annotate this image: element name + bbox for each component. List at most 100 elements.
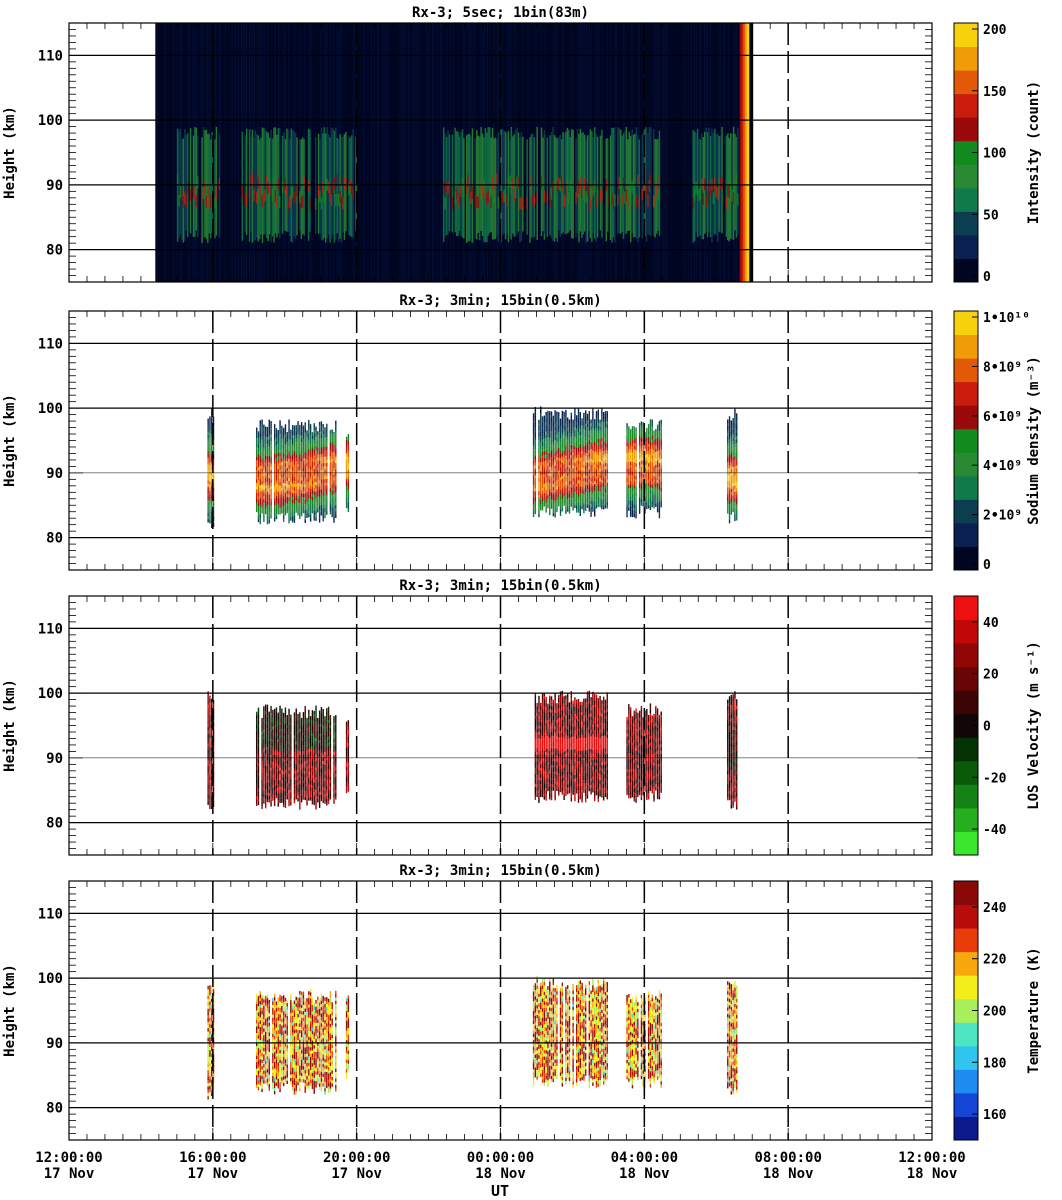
data-cell (629, 484, 632, 488)
data-cell (736, 442, 738, 446)
signal-peak (532, 192, 534, 205)
data-cell (282, 440, 285, 445)
data-cell (572, 484, 574, 488)
data-cell (304, 454, 306, 459)
data-cell (651, 442, 653, 446)
data-cell (263, 473, 265, 477)
data-cell (277, 488, 279, 492)
data-cell (550, 482, 553, 487)
data-cell (595, 469, 598, 473)
data-cell (547, 420, 549, 425)
data-cell (635, 427, 637, 432)
data-cell (293, 464, 296, 468)
data-cell (565, 435, 567, 440)
data-cell (315, 478, 317, 483)
data-cell (266, 482, 269, 486)
data-cell (730, 481, 733, 486)
noise-streak (690, 23, 692, 282)
data-cell (586, 494, 589, 499)
data-cell (293, 496, 296, 501)
data-cell (207, 710, 209, 715)
signal-peak (487, 190, 490, 203)
data-cell (570, 464, 573, 468)
data-cell (257, 515, 260, 520)
data-cell (658, 498, 661, 503)
data-cell (257, 720, 260, 725)
data-cell (304, 512, 306, 517)
data-cell (601, 469, 603, 474)
data-cell (207, 418, 209, 423)
data-cell (567, 440, 569, 444)
data-cell (266, 517, 269, 522)
data-cell (281, 432, 283, 436)
noise-streak (237, 23, 239, 282)
noise-streak (535, 23, 537, 282)
signal-peak (595, 194, 597, 207)
data-cell (563, 453, 565, 458)
data-cell (273, 712, 276, 716)
data-cell (599, 477, 601, 482)
data-cell (734, 501, 736, 505)
data-cell (559, 512, 562, 517)
data-cell (552, 441, 555, 446)
data-cell (297, 440, 299, 445)
data-cell (633, 510, 635, 515)
data-cell (277, 754, 279, 759)
data-cell (590, 497, 592, 501)
data-cell (335, 433, 337, 438)
data-cell (631, 513, 634, 518)
data-cell (588, 501, 590, 506)
data-cell (266, 472, 269, 476)
data-cell (211, 469, 213, 473)
data-cell (261, 721, 263, 725)
data-cell (317, 489, 319, 494)
data-cell (543, 464, 546, 468)
data-cell (324, 443, 326, 447)
signal-peak (533, 194, 536, 207)
data-cell (335, 423, 337, 428)
data-cell (532, 461, 535, 466)
signal-column (451, 134, 454, 233)
data-cell (633, 458, 635, 463)
data-cell (599, 490, 601, 495)
data-cell (300, 496, 303, 501)
data-cell (597, 419, 599, 423)
data-cell (646, 495, 648, 500)
data-cell (727, 490, 729, 495)
data-cell (647, 449, 650, 454)
data-cell (649, 464, 652, 469)
data-cell (275, 460, 278, 465)
data-cell (320, 479, 323, 484)
data-cell (326, 498, 328, 502)
data-cell (549, 453, 551, 457)
data-cell (586, 449, 589, 453)
data-cell (649, 506, 652, 511)
data-cell (335, 501, 337, 506)
signal-peak (575, 191, 577, 204)
signal-peak (641, 188, 643, 201)
data-cell (538, 471, 540, 476)
data-cell (602, 480, 605, 484)
data-cell (270, 773, 272, 778)
data-cell (556, 466, 558, 471)
data-cell (288, 461, 290, 466)
data-cell (263, 502, 265, 506)
data-cell (541, 468, 544, 472)
data-cell (601, 486, 603, 490)
data-cell (586, 436, 589, 440)
data-cell (320, 476, 323, 480)
data-cell (732, 473, 734, 477)
data-cell (574, 488, 576, 492)
data-cell (655, 490, 657, 494)
data-cell (257, 434, 260, 439)
data-cell (579, 425, 582, 429)
data-cell (647, 488, 650, 493)
data-cell (272, 716, 274, 720)
data-cell (284, 498, 287, 503)
data-cell (207, 700, 209, 705)
data-cell (583, 454, 585, 459)
data-cell (284, 466, 287, 470)
data-cell (534, 478, 537, 482)
data-cell (633, 500, 635, 505)
data-cell (255, 472, 258, 477)
